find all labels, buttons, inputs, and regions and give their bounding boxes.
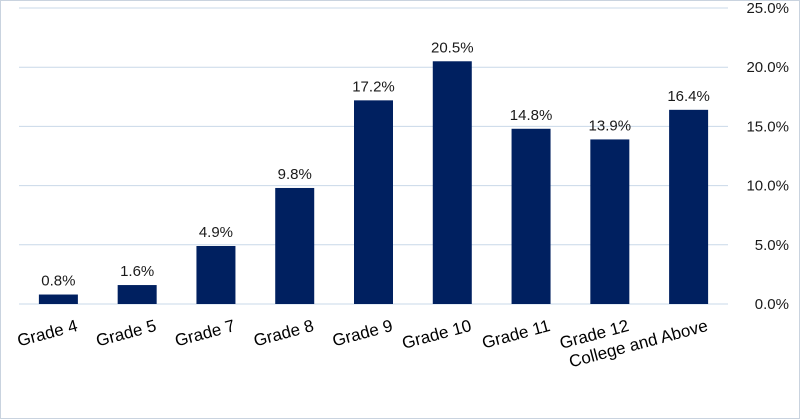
category-label: Grade 9 xyxy=(330,316,394,350)
data-label: 1.6% xyxy=(120,263,154,280)
bar xyxy=(117,285,157,304)
y-tick-label: 5.0% xyxy=(755,237,789,254)
y-tick-label: 15.0% xyxy=(746,118,789,135)
bar xyxy=(511,128,551,304)
bar xyxy=(38,294,78,304)
category-label: Grade 7 xyxy=(173,316,237,350)
data-label: 0.8% xyxy=(41,273,75,290)
bar xyxy=(590,139,630,304)
data-label: 20.5% xyxy=(431,39,474,56)
x-axis-categories: Grade 4 Grade 5 Grade 7 Grade 8 Grade 9 Grade… xyxy=(15,316,709,371)
data-label: 13.9% xyxy=(589,117,632,134)
category-label: Grade 5 xyxy=(94,316,158,350)
data-label: 14.8% xyxy=(510,107,553,124)
y-tick-label: 10.0% xyxy=(746,178,789,195)
category-label: Grade 11 xyxy=(480,316,552,352)
y-axis-ticks: 0.0% 5.0% 10.0% 15.0% 20.0% 25.0% xyxy=(746,1,789,313)
category-label: Grade 10 xyxy=(400,316,473,353)
data-label: 9.8% xyxy=(278,166,312,183)
bar xyxy=(196,245,236,304)
data-label: 4.9% xyxy=(199,224,233,241)
bar xyxy=(275,187,315,304)
category-label: Grade 8 xyxy=(252,316,316,350)
y-tick-label: 25.0% xyxy=(746,1,789,17)
data-label: 16.4% xyxy=(667,88,710,105)
bars xyxy=(38,61,709,305)
bar xyxy=(432,61,472,304)
data-label: 17.2% xyxy=(352,78,395,95)
y-tick-label: 0.0% xyxy=(755,296,789,313)
bar xyxy=(354,100,393,305)
category-label: Grade 4 xyxy=(15,316,79,350)
bar xyxy=(669,109,709,304)
data-labels: 0.8% 1.6% 4.9% 9.8% 17.2% 20.5% 14.8% 13.9% 16.4… xyxy=(41,39,710,289)
y-tick-label: 20.0% xyxy=(746,59,789,76)
